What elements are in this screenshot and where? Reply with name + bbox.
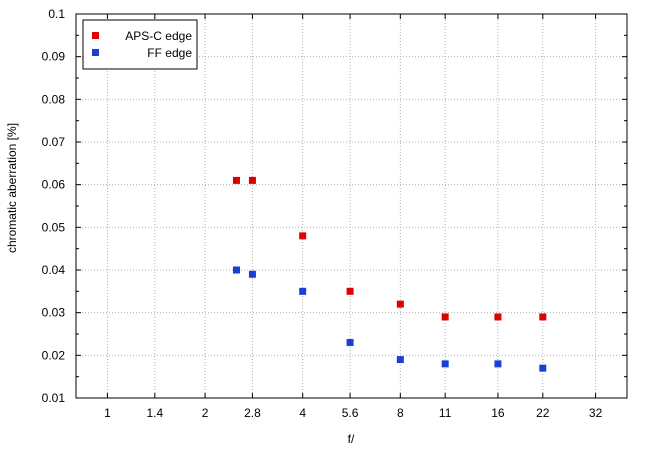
point-aps-c-edge [441, 313, 449, 321]
y-tick-label: 0.1 [48, 7, 65, 21]
point-ff-edge [346, 339, 354, 347]
point-aps-c-edge [494, 313, 502, 321]
point-aps-c-edge [299, 232, 307, 240]
x-tick-label: 4 [299, 406, 306, 420]
x-tick-label: 22 [536, 406, 550, 420]
y-tick-labels: 0.01 0.02 0.03 0.04 0.05 0.06 0.07 0.08 0.09 0.1 [42, 7, 66, 405]
legend-marker-aps-c-edge [92, 32, 99, 39]
y-tick-label: 0.06 [42, 178, 66, 192]
y-tick-label: 0.07 [42, 135, 66, 149]
data-points [232, 176, 547, 372]
point-ff-edge [494, 360, 502, 368]
y-tick-label: 0.04 [42, 263, 66, 277]
point-aps-c-edge [248, 176, 256, 184]
point-ff-edge [441, 360, 449, 368]
point-ff-edge [539, 364, 547, 372]
legend-label-ff-edge: FF edge [147, 46, 192, 60]
x-tick-labels: 1 1.4 2 2.8 4 5.6 8 11 16 22 32 [104, 406, 602, 420]
x-tick-label: 2 [202, 406, 209, 420]
x-tick-label: 32 [589, 406, 603, 420]
grid [76, 14, 627, 398]
point-aps-c-edge [232, 176, 240, 184]
x-tick-label: 11 [439, 406, 452, 420]
y-tick-label: 0.03 [42, 306, 66, 320]
legend: APS-C edge FF edge [82, 19, 198, 70]
y-tick-label: 0.02 [42, 348, 66, 362]
y-tick-label: 0.01 [42, 391, 66, 405]
point-ff-edge [232, 266, 240, 274]
point-ff-edge [248, 270, 256, 278]
legend-label-aps-c-edge: APS-C edge [125, 29, 192, 43]
point-ff-edge [396, 356, 404, 364]
y-tick-label: 0.09 [42, 50, 66, 64]
y-tick-label: 0.05 [42, 220, 66, 234]
x-tick-label: 16 [491, 406, 505, 420]
legend-marker-ff-edge [92, 49, 99, 56]
point-aps-c-edge [396, 300, 404, 308]
point-aps-c-edge [539, 313, 547, 321]
legend-box [82, 19, 198, 70]
x-tick-label: 5.6 [342, 406, 359, 420]
axis-ticks [76, 13, 627, 399]
x-tick-label: 2.8 [244, 406, 261, 420]
x-tick-label: 1.4 [146, 406, 163, 420]
y-axis-label: chromatic aberration [%] [5, 123, 19, 253]
x-tick-label: 8 [397, 406, 404, 420]
y-tick-label: 0.08 [42, 92, 66, 106]
x-tick-label: 1 [104, 406, 111, 420]
point-ff-edge [299, 287, 307, 295]
point-aps-c-edge [346, 287, 354, 295]
x-axis-label: f/ [348, 432, 355, 446]
